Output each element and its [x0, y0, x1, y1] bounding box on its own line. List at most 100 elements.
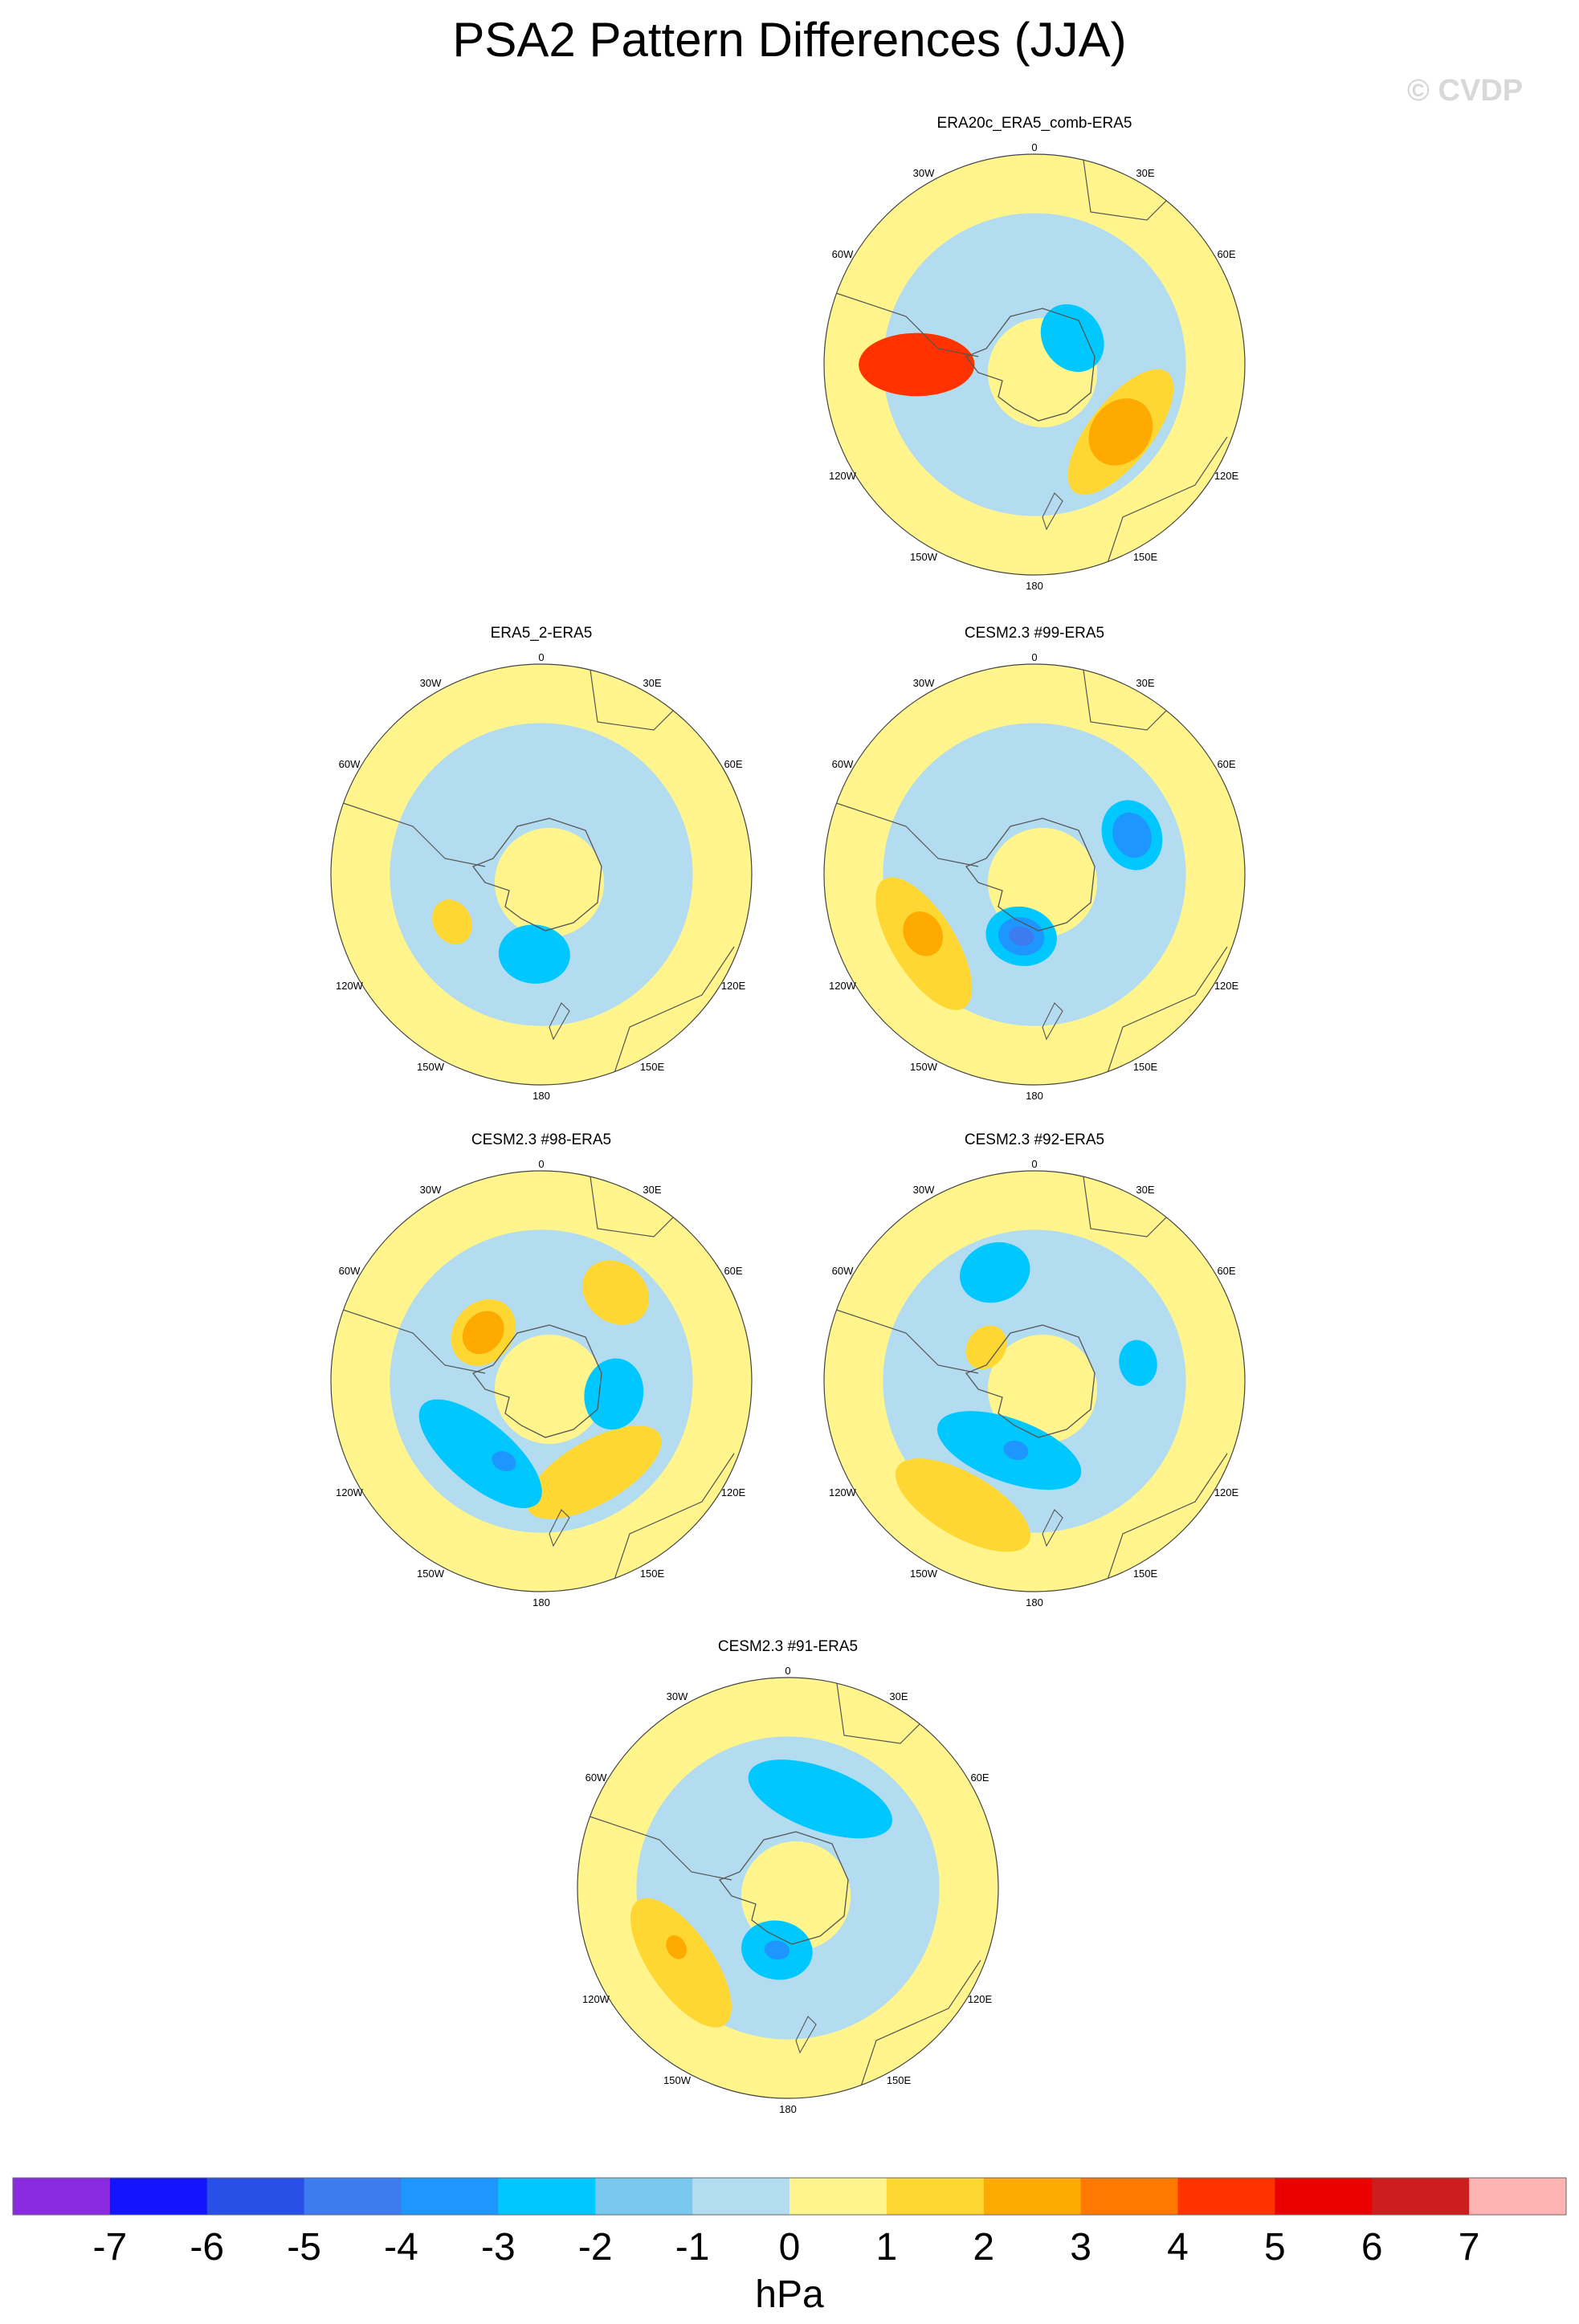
colorbar-swatch [1469, 2178, 1567, 2215]
lon-label: 60W [832, 758, 854, 770]
lon-label: 180 [1026, 580, 1043, 592]
polar-map: 030E60E90E120E150E180150W120W90W60W30W [823, 141, 1246, 592]
map-border [823, 663, 1246, 1086]
lon-label: 60E [724, 1265, 742, 1277]
lon-label: 120E [1214, 980, 1239, 992]
coastline [1106, 1453, 1228, 1583]
colorbar-swatch [1177, 2178, 1275, 2215]
anomaly-negative [1119, 1339, 1157, 1386]
lon-label: 0 [785, 1665, 790, 1677]
lon-label: 60E [970, 1772, 989, 1784]
lon-label: 120E [1214, 1486, 1239, 1498]
anomaly-positive [526, 1425, 662, 1519]
lon-label: 60E [724, 758, 742, 770]
lon-label: 180 [1026, 1090, 1043, 1102]
lon-label: 30W [913, 677, 935, 689]
anomaly-positive [666, 1935, 687, 1959]
lon-label: 0 [1031, 141, 1037, 153]
lon-label: 60W [832, 1265, 854, 1277]
coastline [471, 817, 602, 932]
colorbar-tick-label: 0 [779, 2226, 801, 2269]
anomaly-positive [630, 1898, 732, 2028]
panel-title: ERA5_2-ERA5 [490, 625, 593, 642]
lon-label: 180 [779, 2103, 797, 2115]
colorbar-tick-label: 7 [1459, 2226, 1480, 2269]
panel-cesm-91: CESM2.3 #91-ERA5 030E60E90E120E150E18015… [571, 1637, 1005, 2135]
colorbar-units: hPa [755, 2273, 824, 2316]
map-field [824, 154, 1245, 575]
coastline [965, 817, 1096, 932]
lon-label: 120W [336, 980, 364, 992]
lon-label: 120E [1214, 470, 1239, 482]
colorbar-tick-label: 1 [876, 2226, 898, 2269]
map-field [824, 1171, 1245, 1592]
map-border [577, 1677, 999, 2099]
coastline [589, 664, 687, 731]
lon-label: 30E [643, 1184, 661, 1196]
colorbar-tick-label: 2 [973, 2226, 994, 2269]
anomaly-negative [418, 1399, 542, 1509]
lon-label: 150E [1133, 1568, 1158, 1580]
anomaly-negative [1040, 304, 1104, 373]
lon-label: 120E [968, 1993, 993, 2005]
colorbar-tick-label: 5 [1264, 2226, 1286, 2269]
lon-label: 150E [1133, 1061, 1158, 1073]
lon-label: 30W [420, 677, 442, 689]
lon-label: 30W [913, 167, 935, 179]
colorbar-swatch [1275, 2178, 1373, 2215]
colorbar-tick-label: 4 [1167, 2226, 1189, 2269]
panel-cesm-92: CESM2.3 #92-ERA5 030E60E90E120E150E18015… [818, 1131, 1251, 1629]
coastline [549, 1509, 570, 1547]
anomaly-negative [492, 1451, 516, 1472]
coastline [613, 1453, 735, 1583]
watermark: © CVDP [1407, 74, 1524, 108]
map-field [331, 664, 752, 1085]
lon-label: 120W [829, 980, 857, 992]
coastline [833, 801, 979, 867]
colorbar-swatch [1372, 2178, 1470, 2215]
lon-label: 150W [910, 1568, 938, 1580]
colorbar-tick-label: -4 [384, 2226, 418, 2269]
lon-label: 60E [1217, 758, 1235, 770]
coastline [586, 1815, 732, 1881]
lon-label: 30E [1136, 1184, 1154, 1196]
lon-label: 150W [417, 1568, 445, 1580]
coastline [1082, 664, 1180, 731]
coastline [471, 1324, 602, 1438]
lon-label: 30E [1136, 167, 1154, 179]
panel-title: CESM2.3 #91-ERA5 [717, 1638, 859, 1655]
panel-title: CESM2.3 #92-ERA5 [964, 1131, 1105, 1148]
panel-title: CESM2.3 #98-ERA5 [471, 1131, 612, 1148]
anomaly-negative [498, 924, 570, 984]
anomaly-negative [1009, 926, 1034, 946]
panel-title: CESM2.3 #99-ERA5 [964, 625, 1105, 642]
map-field [824, 664, 1245, 1085]
lon-label: 120E [721, 1486, 746, 1498]
anomaly-negative [1003, 1440, 1029, 1461]
lon-label: 30W [667, 1690, 688, 1702]
lon-label: 120W [336, 1486, 364, 1498]
coastline [718, 1831, 849, 1945]
colorbar-swatch [692, 2178, 790, 2215]
map-field [577, 1678, 998, 2098]
coastline [613, 946, 735, 1076]
colorbar-tick-label: -2 [578, 2226, 613, 2269]
lon-label: 120W [829, 470, 857, 482]
lon-label: 30E [889, 1690, 908, 1702]
polar-map: 030E60E90E120E150E180150W120W90W60W30W [823, 651, 1246, 1102]
lon-label: 60E [1217, 1265, 1235, 1277]
lon-label: 0 [1031, 1158, 1037, 1170]
coastline [1106, 436, 1228, 566]
colorbar-swatch [1080, 2178, 1178, 2215]
anomaly-negative [748, 1759, 892, 1839]
coastline [549, 1002, 570, 1041]
coastline [340, 1308, 486, 1374]
polar-map: 030E60E90E120E150E180150W120W90W60W30W [577, 1665, 999, 2115]
coastline [1042, 492, 1063, 531]
coastline [1082, 1171, 1180, 1237]
map-border [330, 663, 753, 1086]
anomaly-negative [584, 1358, 644, 1430]
panel-cesm-98: CESM2.3 #98-ERA5 030E60E90E120E150E18015… [324, 1131, 758, 1629]
lon-label: 150W [910, 551, 938, 563]
colorbar-tick-label: -7 [93, 2226, 128, 2269]
